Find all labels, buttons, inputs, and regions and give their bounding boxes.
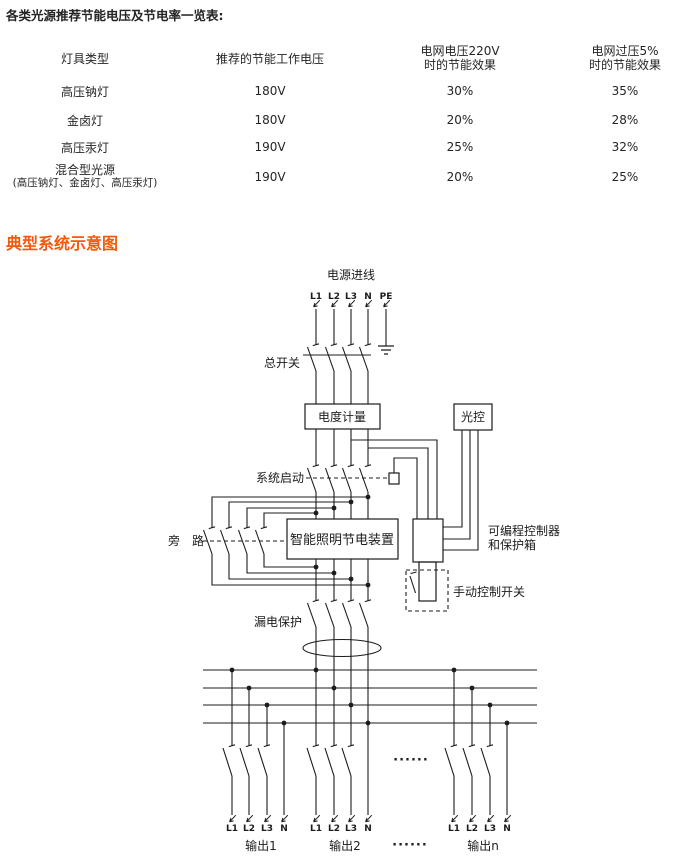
metering-box	[304, 403, 381, 430]
header-recommended-voltage: 推荐的节能工作电压	[215, 51, 324, 66]
table-header-row: 灯具类型 推荐的节能工作电压 电网电压220V 时的节能效果 电网过压5% 时的…	[0, 40, 700, 76]
phase-label: L2	[243, 824, 255, 834]
ellipsis-label-row: ······	[392, 838, 428, 853]
outgoing-arrows	[229, 814, 512, 823]
system-start-poles	[306, 464, 372, 493]
phase-label: L3	[261, 824, 273, 834]
output-n-label: 输出n	[467, 838, 499, 853]
phase-label: L3	[345, 292, 357, 302]
system-schematic: 电源进线 L1 L2 L3 N PE 总开关 电度计量 光控 系统启动 旁 路 …	[168, 268, 560, 853]
phase-label: L2	[466, 824, 478, 834]
ellipsis-switch-row: ······	[393, 753, 429, 768]
manual-switch-enclosure	[405, 569, 449, 612]
phase-label: L1	[448, 824, 460, 834]
leakage-label: 漏电保护	[254, 615, 302, 629]
phase-label: N	[364, 824, 372, 834]
header-saving-over5: 电网过压5% 时的节能效果	[588, 44, 661, 72]
light-control-box	[453, 403, 493, 431]
output-1-label: 输出1	[245, 838, 277, 853]
manual-switch-body	[418, 561, 437, 602]
main-switch-poles	[306, 343, 372, 372]
phase-label: L1	[310, 292, 322, 302]
ground-symbol	[377, 345, 395, 355]
phase-label: L3	[345, 824, 357, 834]
table-title: 各类光源推荐节能电压及节电率一览表:	[6, 8, 224, 23]
table-row: 高压汞灯 190V 25% 32%	[60, 140, 639, 155]
table-row: 金卤灯 180V 20% 28%	[66, 113, 639, 128]
output-switches	[222, 744, 494, 777]
phase-label: L1	[310, 824, 322, 834]
wiring	[203, 309, 537, 815]
phase-label: N	[503, 824, 511, 834]
phase-label: L3	[484, 824, 496, 834]
phase-label: L1	[226, 824, 238, 834]
leakage-ct-ring	[302, 638, 382, 658]
system-start-label: 系统启动	[256, 471, 304, 485]
saver-device-label: 智能照明节电装置	[290, 533, 394, 548]
phase-label: N	[280, 824, 288, 834]
phase-label: L2	[328, 824, 340, 834]
phase-label: N	[364, 292, 372, 302]
output-2-label: 输出2	[329, 838, 361, 853]
phase-label: PE	[380, 292, 393, 302]
bypass-poles	[202, 526, 268, 555]
plc-label-line2: 和保护箱	[488, 537, 536, 552]
plc-box	[412, 518, 444, 563]
leakage-poles	[306, 599, 372, 628]
junction-dots	[229, 494, 510, 726]
start-coil	[388, 472, 400, 485]
light-control-label: 光控	[461, 410, 485, 424]
main-switch-label: 总开关	[264, 356, 300, 370]
incoming-label: 电源进线	[327, 268, 375, 282]
saver-device-box	[286, 518, 399, 560]
metering-label: 电度计量	[318, 409, 366, 424]
plc-label-line1: 可编程控制器	[488, 523, 560, 538]
phase-label: L2	[328, 292, 340, 302]
table-row: 高压钠灯 180V 30% 35%	[60, 84, 639, 99]
voltage-table: 灯具类型 推荐的节能工作电压 电网电压220V 时的节能效果 电网过压5% 时的…	[0, 40, 700, 194]
header-saving-220v: 电网电压220V 时的节能效果	[420, 44, 500, 72]
section-heading: 典型系统示意图	[6, 234, 119, 253]
table-row: 混合型光源 (高压钠灯、金卤灯、高压汞灯) 190V 20% 25%	[12, 163, 639, 190]
header-lamp-type: 灯具类型	[60, 51, 109, 66]
manual-switch-label: 手动控制开关	[453, 585, 525, 599]
bypass-label: 旁 路	[168, 533, 204, 548]
